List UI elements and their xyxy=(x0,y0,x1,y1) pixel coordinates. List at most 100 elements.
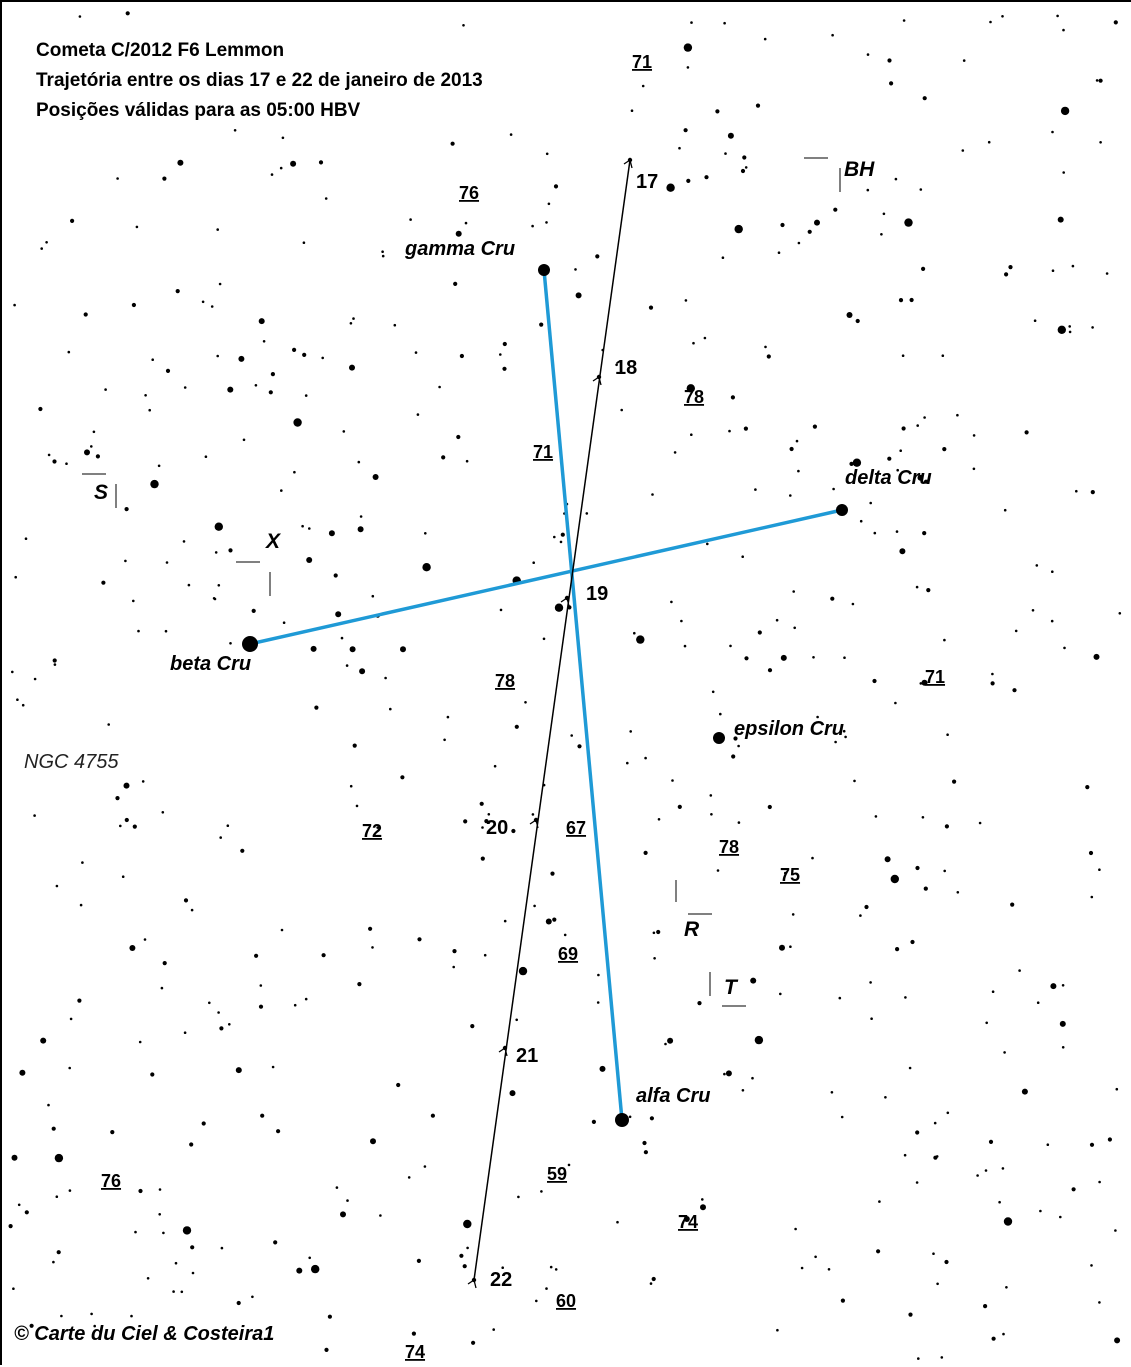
date-21: 21 xyxy=(516,1045,538,1067)
field-star xyxy=(615,363,618,367)
field-star xyxy=(887,456,892,461)
field-star xyxy=(493,764,497,768)
variable-bh: BH xyxy=(804,157,875,192)
field-star xyxy=(540,1190,543,1193)
comet-position-dot xyxy=(564,595,570,601)
field-star xyxy=(259,984,263,987)
field-star xyxy=(370,1138,376,1145)
field-star xyxy=(407,1176,411,1179)
comet-position-dot xyxy=(502,1045,508,1051)
field-star xyxy=(743,426,749,431)
mag-label: 71 xyxy=(632,52,652,72)
field-star xyxy=(124,817,129,823)
field-star xyxy=(559,540,563,544)
field-star xyxy=(242,438,246,442)
field-star xyxy=(268,390,273,395)
field-star xyxy=(514,724,519,729)
field-star xyxy=(279,166,283,170)
field-star xyxy=(1071,1187,1076,1192)
field-star xyxy=(219,836,222,839)
field-star xyxy=(701,1198,704,1201)
field-star xyxy=(70,218,75,223)
field-star xyxy=(700,1204,706,1211)
field-star xyxy=(328,530,335,537)
field-star xyxy=(465,459,469,463)
field-star xyxy=(1063,646,1066,650)
field-star xyxy=(683,1216,690,1222)
field-star xyxy=(1059,1215,1062,1219)
field-star xyxy=(12,1287,15,1290)
field-star xyxy=(1036,1001,1040,1004)
chart-note: Posições válidas para as 05:00 HBV xyxy=(36,100,361,121)
field-star xyxy=(21,703,25,707)
field-star xyxy=(217,1011,220,1014)
field-star xyxy=(381,250,384,253)
field-star xyxy=(531,224,534,228)
field-star xyxy=(840,1115,844,1119)
field-star xyxy=(183,386,187,389)
label-x: X xyxy=(265,530,282,553)
field-star xyxy=(846,312,853,318)
field-star xyxy=(812,656,815,659)
field-star xyxy=(258,1004,264,1009)
field-star xyxy=(24,537,28,540)
field-star xyxy=(499,353,502,356)
field-star xyxy=(1001,15,1004,18)
field-star xyxy=(162,1231,165,1235)
field-star xyxy=(933,1121,937,1125)
field-star xyxy=(843,656,846,659)
field-star xyxy=(1050,983,1057,990)
mag-label: 74 xyxy=(678,1212,698,1232)
field-star xyxy=(764,345,767,349)
field-star xyxy=(384,676,387,680)
field-star xyxy=(1056,14,1059,18)
field-star xyxy=(1062,171,1065,174)
field-star xyxy=(359,515,363,518)
field-star xyxy=(84,449,90,456)
field-star xyxy=(1114,1229,1117,1232)
field-star xyxy=(90,1312,93,1316)
field-star xyxy=(932,1252,935,1255)
field-star xyxy=(935,1155,939,1158)
field-star xyxy=(302,352,307,357)
field-star xyxy=(462,24,465,27)
field-star xyxy=(651,493,654,496)
field-star xyxy=(121,875,125,878)
field-star xyxy=(673,451,677,454)
field-star xyxy=(727,132,734,139)
field-star xyxy=(1057,325,1067,334)
field-star xyxy=(1090,895,1094,899)
field-star xyxy=(750,977,757,984)
field-star xyxy=(898,298,904,303)
field-star xyxy=(797,241,801,245)
mag-label: 59 xyxy=(547,1164,567,1184)
field-star xyxy=(842,729,846,733)
field-star xyxy=(187,583,191,587)
field-star xyxy=(125,11,130,16)
field-star xyxy=(1061,1046,1065,1049)
field-star xyxy=(649,1116,655,1121)
field-star xyxy=(443,738,446,742)
field-star xyxy=(453,281,458,286)
field-star xyxy=(308,1256,312,1260)
field-star xyxy=(83,312,88,317)
field-star xyxy=(56,1250,61,1255)
field-star xyxy=(795,439,799,443)
field-star xyxy=(723,1072,726,1076)
field-star xyxy=(1114,1337,1121,1344)
field-star xyxy=(416,413,420,416)
field-star xyxy=(976,1174,979,1177)
field-star xyxy=(463,819,468,824)
chart-subtitle: Trajetória entre os dias 17 e 22 de jane… xyxy=(36,70,483,91)
field-star xyxy=(644,756,647,760)
field-star xyxy=(368,926,373,931)
field-star xyxy=(158,1213,161,1216)
field-star xyxy=(165,368,171,373)
field-star xyxy=(754,1035,764,1045)
field-star xyxy=(902,19,906,22)
field-star xyxy=(67,350,71,354)
field-star xyxy=(296,1267,303,1274)
field-star xyxy=(484,819,489,824)
field-star xyxy=(904,996,907,999)
